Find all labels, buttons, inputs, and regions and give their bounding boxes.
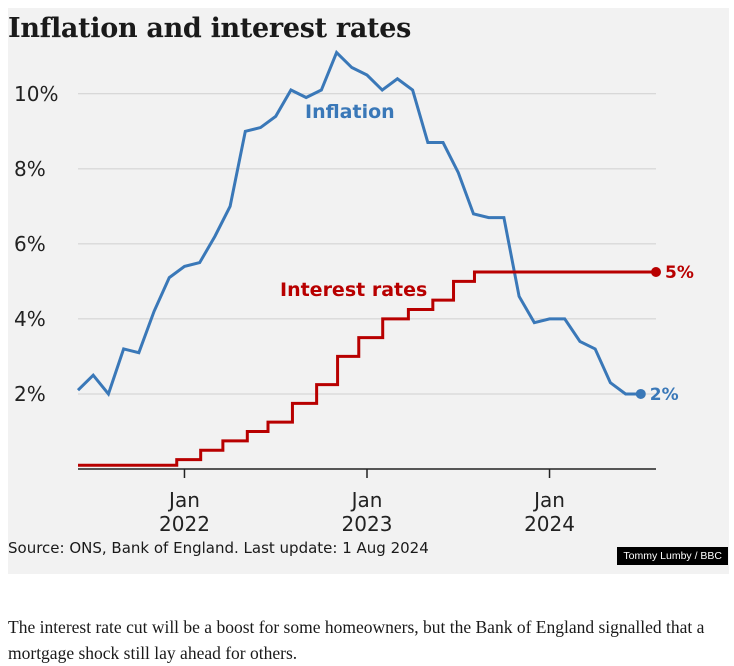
source-note: Source: ONS, Bank of England. Last updat…: [8, 539, 429, 557]
x-tick-label: 2024: [524, 512, 575, 536]
inflation-end-dot: [635, 388, 646, 399]
x-tick-label: 2022: [159, 512, 210, 536]
x-tick-label: Jan: [167, 488, 200, 512]
y-tick-label: 6%: [14, 232, 46, 256]
y-tick-label: 2%: [14, 382, 46, 406]
series-labels: 2% 5% Inflation Interest rates: [280, 101, 694, 405]
inflation-end-label: 2%: [650, 385, 679, 405]
inflation-line: [76, 49, 641, 398]
y-tick-label: 10%: [14, 82, 58, 106]
x-tick-label: Jan: [350, 488, 383, 512]
inflation-series-label: Inflation: [305, 101, 395, 123]
chart-title: Inflation and interest rates: [8, 13, 411, 44]
interest-rates-end-label: 5%: [665, 263, 694, 283]
y-tick-labels: 2% 4% 6% 8% 10%: [14, 82, 58, 406]
x-tick-label: 2023: [342, 512, 393, 536]
y-tick-label: 4%: [14, 307, 46, 331]
interest-rates-end-dot: [651, 267, 661, 278]
interest-rates-line: [78, 270, 656, 467]
image-caption: The interest rate cut will be a boost fo…: [8, 616, 705, 663]
grid-lines: [78, 93, 656, 395]
y-tick-label: 8%: [14, 157, 46, 181]
x-tick-label: Jan: [532, 488, 565, 512]
interest-rates-series-label: Interest rates: [280, 279, 427, 301]
chart-panel: [8, 8, 729, 574]
series-group: [76, 49, 661, 467]
credit-badge: Tommy Lumby / BBC: [617, 547, 728, 565]
